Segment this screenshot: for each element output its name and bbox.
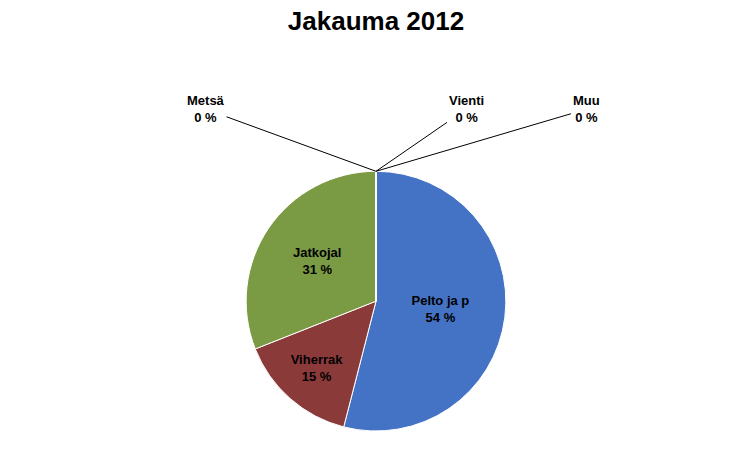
svg-text:Pelto ja p54 %: Pelto ja p54 % [411, 293, 469, 325]
svg-text:Vienti0 %: Vienti0 % [449, 93, 484, 125]
svg-text:Jakauma 2012: Jakauma 2012 [288, 6, 464, 36]
svg-text:Metsä0 %: Metsä0 % [187, 93, 225, 125]
svg-text:Jatkojal31 %: Jatkojal31 % [293, 245, 341, 277]
svg-text:Viherrak15 %: Viherrak15 % [291, 352, 344, 384]
svg-text:Muu0 %: Muu0 % [573, 93, 600, 125]
